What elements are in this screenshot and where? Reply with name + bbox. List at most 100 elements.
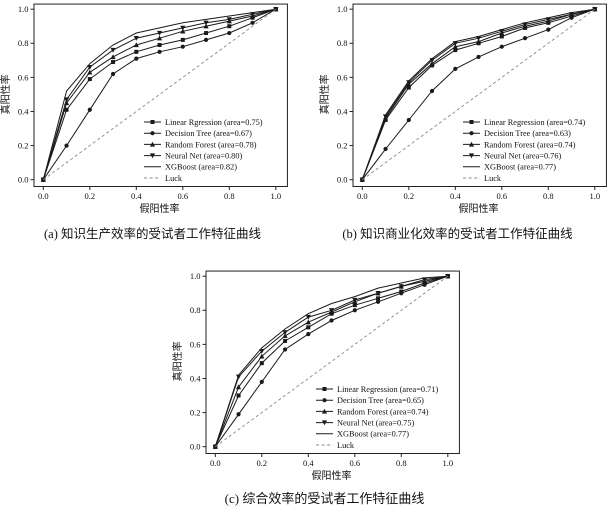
axes-ticks: 0.0 0.2 0.4 0.6 0.8 1.0 0.0 0.2 0.4 0.6 0.8 1.0: [337, 4, 600, 201]
top-row: 0.0 0.2 0.4 0.6 0.8 1.0 0.0 0.2 0.4 0.6 0.8 1.0 假阳性率…: [0, 0, 610, 241]
square-marker: [406, 85, 411, 90]
legend-entry: Luck: [463, 174, 502, 183]
x-tick-label: 0.6: [496, 191, 507, 201]
triangle-down-marker: [259, 349, 265, 355]
panel-b: 0.0 0.2 0.4 0.6 0.8 1.0 0.0 0.2 0.4 0.6 0.8 1.0 假阳性率…: [305, 0, 610, 241]
y-tick-label: 0.4: [190, 374, 201, 384]
roc-chart-c: 0.0 0.2 0.4 0.6 0.8 1.0 0.0 0.2 0.4 0.6 0.8 1.0 假阳性率…: [172, 270, 460, 482]
square-marker: [227, 24, 232, 29]
square-marker: [259, 361, 264, 366]
y-tick-label: 0.0: [18, 175, 29, 185]
legend-entry: XGBoost (area=0.82): [144, 163, 237, 172]
circle-marker: [429, 88, 435, 94]
circle-marker: [499, 44, 504, 49]
triangle-up-marker: [133, 42, 139, 48]
x-tick-label: 0.4: [450, 191, 461, 201]
circle-marker: [352, 308, 357, 313]
triangle-down-marker: [226, 17, 232, 23]
y-tick-label: 0.2: [337, 140, 348, 150]
triangle-down-marker: [87, 64, 93, 70]
circle-marker: [476, 54, 481, 60]
triangle-down-marker: [203, 20, 209, 26]
legend: Linear Rgression (area=0.75) Decision Tre…: [144, 118, 263, 183]
triangle-up-marker: [282, 333, 288, 339]
x-axis-label: 假阳性率: [140, 202, 180, 215]
axes-box: [352, 3, 607, 187]
x-tick-label: 0.6: [177, 191, 188, 201]
y-tick-label: 0.6: [190, 340, 201, 350]
circle-marker: [406, 117, 411, 123]
triangle-down-marker: [235, 374, 242, 380]
triangle-down-marker: [156, 30, 163, 36]
square-marker: [111, 60, 116, 65]
y-axis-label: 真阳性率: [172, 342, 184, 382]
square-marker: [352, 303, 357, 308]
legend-entry: Linear Regression (area=0.71): [316, 385, 438, 394]
square-marker: [157, 42, 162, 47]
square-marker: [306, 325, 311, 330]
legend-label: Linear Regression (area=0.74): [484, 118, 585, 127]
x-tick-label: 0.8: [396, 458, 407, 468]
y-tick-label: 0.0: [190, 442, 201, 452]
square-marker: [236, 393, 241, 398]
legend-label: Neural Net (area=0.76): [484, 152, 561, 161]
triangle-down-marker: [110, 47, 116, 53]
circle-marker: [236, 412, 241, 417]
legend-label: Decision Tree (area=0.65): [337, 396, 424, 405]
circle-marker: [322, 398, 327, 403]
square-marker: [180, 37, 185, 42]
circle-marker: [469, 131, 474, 136]
triangle-down-marker: [406, 80, 412, 86]
y-tick-label: 1.0: [190, 271, 201, 281]
circle-marker: [250, 20, 255, 25]
triangle-down-marker: [468, 153, 475, 159]
square-marker: [87, 77, 92, 82]
square-marker: [134, 49, 139, 54]
triangle-up-marker: [475, 38, 482, 44]
y-tick-label: 0.2: [18, 140, 29, 150]
triangle-up-marker: [259, 353, 265, 359]
x-tick-label: 0.4: [303, 458, 314, 468]
circle-marker: [259, 380, 264, 385]
y-tick-label: 0.8: [18, 38, 29, 48]
legend-entry: Neural Net (area=0.76): [463, 152, 561, 161]
x-tick-label: 1.0: [442, 458, 453, 468]
x-axis-label: 假阳性率: [312, 469, 352, 482]
legend-entry: Luck: [144, 174, 183, 183]
caption-b: (b) 知识商业化效率的受试者工作特征曲线: [342, 227, 573, 241]
legend-label: Decision Tree (area=0.63): [484, 129, 571, 138]
x-tick-label: 0.0: [38, 191, 49, 201]
triangle-down-marker: [63, 97, 70, 103]
triangle-up-marker: [156, 35, 163, 41]
x-tick-label: 0.4: [131, 191, 142, 201]
triangle-up-marker: [235, 384, 242, 390]
legend-label: Random Forest (area=0.74): [337, 408, 429, 417]
y-axis-label: 真阳性率: [0, 74, 12, 114]
square-marker: [64, 107, 69, 112]
triangle-down-marker: [382, 114, 389, 120]
y-tick-label: 0.2: [190, 408, 201, 418]
legend-label: Luck: [165, 174, 183, 183]
x-tick-label: 0.2: [403, 191, 414, 201]
y-tick-label: 0.6: [18, 72, 29, 82]
triangle-down-marker: [149, 153, 156, 159]
legend-label: Linear Rgression (area=0.75): [165, 118, 263, 127]
roc-chart-b: 0.0 0.2 0.4 0.6 0.8 1.0 0.0 0.2 0.4 0.6 0.8 1.0 假阳性率…: [318, 3, 607, 215]
x-tick-label: 1.0: [589, 191, 600, 201]
x-tick-label: 1.0: [270, 191, 281, 201]
circle-marker: [134, 56, 139, 61]
square-marker: [469, 120, 474, 124]
legend-label: Decision Tree (area=0.67): [165, 129, 252, 138]
panel-a: 0.0 0.2 0.4 0.6 0.8 1.0 0.0 0.2 0.4 0.6 0.8 1.0 假阳性率…: [0, 0, 305, 241]
triangle-up-marker: [110, 54, 116, 60]
triangle-down-marker: [133, 35, 139, 41]
circle-marker: [422, 282, 427, 288]
triangle-up-marker: [452, 43, 458, 49]
square-marker: [150, 120, 155, 124]
triangle-up-marker: [468, 141, 475, 147]
axes-ticks: 0.0 0.2 0.4 0.6 0.8 1.0 0.0 0.2 0.4 0.6 0.8 1.0: [190, 271, 453, 468]
circle-marker: [282, 347, 288, 352]
y-tick-label: 1.0: [18, 4, 29, 14]
roc-chart-a: 0.0 0.2 0.4 0.6 0.8 1.0 0.0 0.2 0.4 0.6 0.8 1.0 假阳性率…: [0, 3, 288, 215]
y-axis-label: 真阳性率: [318, 74, 331, 114]
